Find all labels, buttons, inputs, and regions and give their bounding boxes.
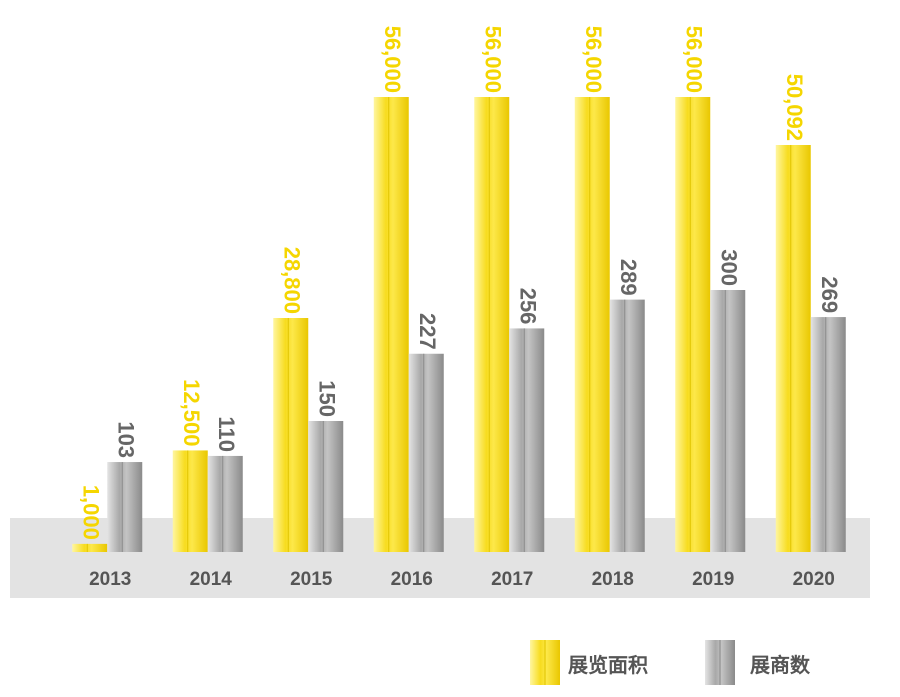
- value-label: 150: [314, 380, 339, 417]
- bar: [509, 328, 545, 552]
- x-tick-label: 2014: [190, 569, 233, 590]
- value-label: 50,092: [782, 74, 807, 141]
- value-label: 269: [817, 276, 842, 313]
- x-tick-label: 2018: [592, 569, 634, 590]
- value-label: 227: [415, 313, 440, 350]
- bar: [574, 97, 610, 552]
- value-label: 103: [113, 421, 138, 458]
- value-label: 256: [515, 288, 540, 325]
- bar: [107, 462, 143, 552]
- x-tick-label: 2017: [491, 569, 533, 590]
- value-label: 56,000: [581, 26, 606, 93]
- bar: [308, 421, 344, 552]
- value-label: 12,500: [179, 379, 204, 446]
- value-label: 56,000: [681, 26, 706, 93]
- x-tick-label: 2016: [391, 569, 433, 590]
- value-label: 56,000: [380, 26, 405, 93]
- bar: [775, 145, 811, 552]
- legend-label: 展商数: [750, 653, 811, 677]
- value-label: 110: [214, 416, 239, 452]
- bar: [207, 455, 243, 552]
- legend-label: 展览面积: [568, 653, 648, 677]
- bar: [408, 353, 444, 552]
- bar: [810, 317, 846, 552]
- x-tick-label: 2019: [692, 569, 734, 590]
- value-label: 289: [616, 259, 641, 296]
- bar: [474, 97, 510, 552]
- value-label: 1,000: [78, 485, 103, 540]
- bar: [72, 543, 108, 552]
- bar: [172, 450, 208, 552]
- legend: 展览面积 展商数: [530, 640, 811, 685]
- bar: [273, 318, 309, 552]
- value-label: 28,800: [279, 247, 304, 314]
- x-tick-label: 2015: [290, 569, 333, 590]
- bar: [373, 97, 409, 552]
- x-tick-label: 2020: [793, 569, 835, 590]
- bar: [609, 299, 645, 552]
- bar: [675, 97, 711, 552]
- value-label: 56,000: [480, 26, 505, 93]
- bar: [710, 290, 746, 552]
- x-tick-label: 2013: [89, 569, 131, 590]
- value-label: 300: [716, 249, 741, 286]
